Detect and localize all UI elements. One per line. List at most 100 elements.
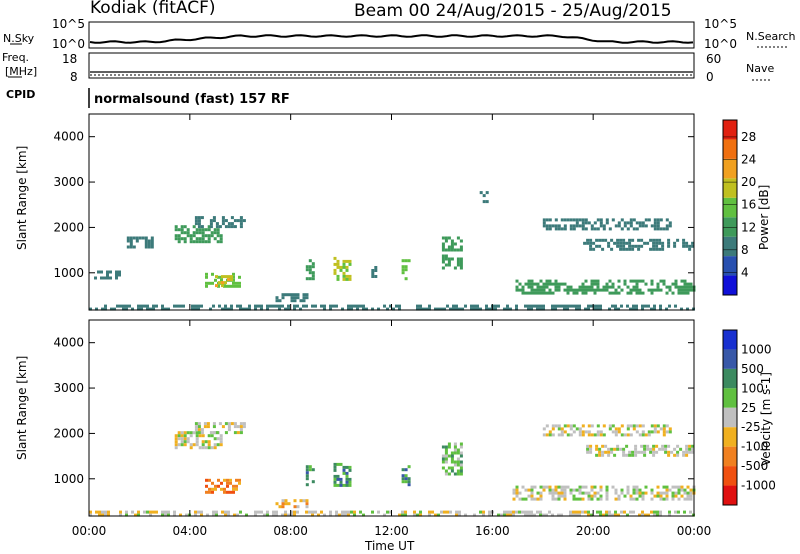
- echo-cell: [605, 513, 608, 517]
- echo-cell: [659, 510, 662, 514]
- cbar-swatch: [723, 275, 737, 295]
- echo-cell: [208, 478, 211, 482]
- echo-cell: [533, 485, 537, 489]
- echo-cell: [227, 510, 230, 514]
- echo-cell: [338, 513, 341, 517]
- echo-cell: [201, 228, 205, 232]
- echo-cell: [587, 430, 591, 434]
- echo-cell: [581, 424, 585, 428]
- echo-cell: [578, 488, 582, 492]
- echo-cell: [677, 488, 681, 492]
- echo-cell: [179, 513, 182, 517]
- cbar-tick-label: -1000: [741, 479, 776, 493]
- echo-cell: [575, 488, 579, 492]
- echo-cell: [201, 237, 205, 241]
- echo-cell: [134, 513, 137, 517]
- echo-cell: [650, 491, 654, 495]
- echo-cell: [643, 450, 647, 454]
- echo-cell: [443, 307, 446, 311]
- echo-cell: [446, 304, 449, 308]
- echo-cell: [150, 239, 154, 243]
- echo-cell: [685, 241, 689, 245]
- echo-cell: [530, 510, 533, 514]
- echo-cell: [176, 304, 179, 308]
- cbar-swatch: [723, 368, 737, 389]
- echo-cell: [521, 291, 525, 295]
- echo-cell: [548, 488, 552, 492]
- echo-cell: [533, 497, 537, 501]
- echo-cell: [192, 240, 196, 244]
- echo-cell: [653, 424, 657, 428]
- echo-cell: [494, 307, 497, 311]
- echo-cell: [348, 277, 352, 281]
- echo-cell: [198, 446, 202, 450]
- echo-cell: [635, 488, 639, 492]
- echo-cell: [342, 259, 346, 263]
- echo-cell: [530, 307, 533, 311]
- echo-cell: [560, 282, 564, 286]
- echo-cell: [515, 279, 519, 283]
- echo-cell: [533, 513, 536, 517]
- echo-cell: [542, 433, 546, 437]
- echo-cell: [94, 276, 97, 280]
- echo-cell: [655, 444, 659, 448]
- echo-cell: [610, 247, 614, 251]
- echo-cell: [348, 274, 352, 278]
- echo-cell: [569, 433, 573, 437]
- echo-cell: [539, 291, 543, 295]
- echo-cell: [572, 227, 576, 231]
- echo-cell: [578, 433, 582, 437]
- echo-cell: [640, 244, 644, 248]
- echo-cell: [578, 485, 582, 489]
- echo-cell: [302, 499, 306, 503]
- echo-cell: [530, 491, 534, 495]
- echo-cell: [659, 218, 663, 222]
- echo-cell: [668, 285, 672, 289]
- echo-cell: [587, 433, 591, 437]
- echo-cell: [180, 431, 184, 435]
- echo-cell: [167, 510, 170, 514]
- echo-cell: [362, 307, 365, 311]
- echo-cell: [245, 307, 248, 311]
- echo-cell: [217, 484, 220, 488]
- echo-cell: [174, 440, 178, 444]
- echo-cell: [593, 282, 597, 286]
- echo-cell: [635, 424, 639, 428]
- echo-cell: [596, 288, 600, 292]
- echo-cell: [575, 304, 578, 308]
- echo-cell: [566, 304, 569, 308]
- x-tick-label: 00:00: [677, 524, 712, 538]
- echo-cell: [149, 510, 152, 514]
- echo-cell: [189, 234, 193, 238]
- echo-cell: [344, 510, 347, 514]
- echo-cell: [668, 488, 672, 492]
- cbar-tick-label: 20: [741, 175, 756, 189]
- echo-cell: [578, 497, 582, 501]
- echo-cell: [229, 481, 232, 485]
- echo-cell: [204, 440, 208, 444]
- echo-cell: [210, 446, 214, 450]
- echo-cell: [572, 218, 576, 222]
- echo-cell: [242, 219, 246, 223]
- echo-cell: [269, 304, 272, 308]
- echo-cell: [278, 304, 281, 308]
- echo-cell: [284, 502, 288, 506]
- cbar-swatch: [723, 178, 737, 198]
- echo-cell: [447, 257, 451, 261]
- echo-cell: [229, 284, 232, 288]
- echo-cell: [581, 491, 585, 495]
- echo-cell: [455, 307, 458, 311]
- echo-cell: [590, 285, 594, 289]
- echo-cell: [682, 453, 686, 457]
- echo-cell: [668, 304, 671, 308]
- echo-cell: [147, 242, 151, 246]
- echo-cell: [407, 477, 411, 481]
- nsearch-tick-bottom: 10^0: [704, 37, 737, 51]
- echo-cell: [598, 244, 602, 248]
- echo-cell: [189, 431, 193, 435]
- echo-cell: [374, 275, 378, 278]
- echo-cell: [206, 422, 210, 426]
- echo-cell: [548, 433, 552, 437]
- echo-cell: [652, 447, 656, 451]
- echo-cell: [155, 510, 158, 514]
